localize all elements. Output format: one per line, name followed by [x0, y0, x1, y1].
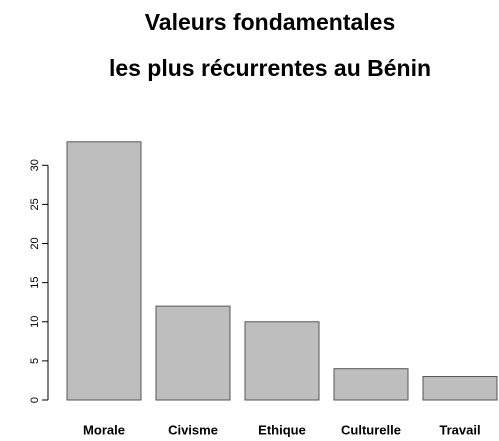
- chart-title: les plus récurrentes au Bénin: [109, 55, 431, 81]
- y-tick-label: 25: [29, 198, 41, 210]
- x-tick-label: Civisme: [168, 422, 218, 437]
- y-tick-label: 30: [29, 159, 41, 171]
- y-tick-label: 15: [29, 277, 41, 289]
- y-tick-label: 10: [29, 316, 41, 328]
- x-tick-label: Culturelle: [341, 422, 401, 437]
- bar: [422, 376, 498, 401]
- chart-title: Valeurs fondamentales: [145, 9, 396, 35]
- bar: [244, 321, 320, 401]
- bar: [66, 141, 142, 401]
- bar: [155, 305, 231, 401]
- bar: [333, 368, 409, 401]
- x-tick-label: Ethique: [258, 422, 306, 437]
- x-tick-label: Travail: [439, 422, 480, 437]
- y-tick-label: 20: [29, 237, 41, 249]
- x-tick-label: Morale: [83, 422, 125, 437]
- y-tick-label: 0: [29, 397, 41, 403]
- y-tick-label: 5: [29, 358, 41, 364]
